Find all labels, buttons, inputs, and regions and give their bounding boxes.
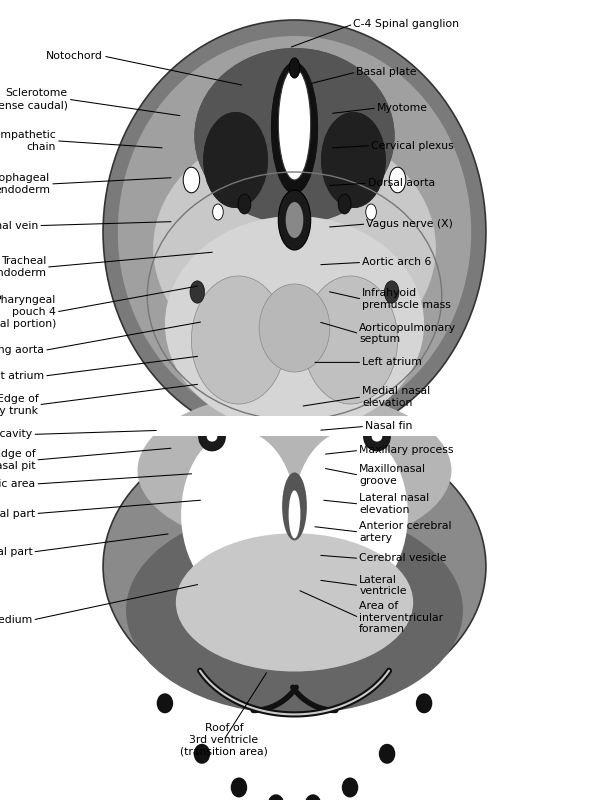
Ellipse shape	[289, 490, 300, 538]
Text: Medial nasal
elevation: Medial nasal elevation	[362, 386, 431, 408]
Text: Infrahyoid
premuscle mass: Infrahyoid premuscle mass	[362, 288, 451, 310]
Ellipse shape	[342, 778, 358, 798]
Ellipse shape	[389, 167, 406, 193]
Ellipse shape	[176, 534, 413, 671]
Ellipse shape	[303, 276, 398, 404]
Text: Maxillonasal
groove: Maxillonasal groove	[359, 464, 426, 486]
Ellipse shape	[213, 204, 223, 220]
Text: Sympathetic
chain: Sympathetic chain	[0, 130, 56, 152]
Ellipse shape	[231, 778, 247, 798]
Text: Nasal fin: Nasal fin	[365, 422, 412, 431]
Ellipse shape	[181, 430, 296, 598]
Text: Roof of
3rd ventricle
(transition area): Roof of 3rd ventricle (transition area)	[180, 723, 268, 757]
Text: Striatal part: Striatal part	[0, 509, 35, 518]
Ellipse shape	[321, 112, 386, 208]
Text: Myotome: Myotome	[377, 103, 428, 113]
Ellipse shape	[183, 167, 200, 193]
Ellipse shape	[293, 430, 408, 598]
Text: Suprastriatal part: Suprastriatal part	[0, 547, 32, 557]
Ellipse shape	[126, 506, 463, 714]
Ellipse shape	[271, 62, 318, 194]
Ellipse shape	[338, 194, 351, 214]
Text: Left atrium: Left atrium	[362, 358, 422, 367]
Ellipse shape	[194, 48, 395, 224]
Ellipse shape	[379, 744, 395, 764]
Text: C-4 Spinal ganglion: C-4 Spinal ganglion	[353, 19, 459, 29]
Ellipse shape	[259, 284, 330, 372]
Ellipse shape	[165, 216, 424, 432]
Ellipse shape	[153, 128, 436, 368]
Ellipse shape	[289, 58, 300, 78]
Text: Ascending aorta: Ascending aorta	[0, 346, 44, 355]
Text: Edge of
pulmonary trunk: Edge of pulmonary trunk	[0, 394, 38, 416]
Text: Dorsal aorta: Dorsal aorta	[368, 178, 435, 188]
Ellipse shape	[366, 204, 376, 220]
Ellipse shape	[238, 194, 251, 214]
Text: Basal plate: Basal plate	[356, 67, 417, 77]
Text: Notochord: Notochord	[46, 51, 103, 61]
Bar	[59, 416, 530, 436]
Text: Telencephalon medium: Telencephalon medium	[0, 615, 32, 625]
Ellipse shape	[268, 794, 284, 800]
Ellipse shape	[268, 478, 321, 590]
Ellipse shape	[157, 694, 173, 714]
Ellipse shape	[372, 432, 382, 442]
Text: Anterior cerebral
artery: Anterior cerebral artery	[359, 522, 452, 542]
Text: Tracheal
endoderm: Tracheal endoderm	[0, 256, 46, 278]
Ellipse shape	[286, 202, 303, 238]
Ellipse shape	[203, 112, 268, 208]
Text: Aorticopulmonary
septum: Aorticopulmonary septum	[359, 322, 456, 344]
Text: Maxillary process: Maxillary process	[359, 446, 454, 455]
Text: Cervical plexus: Cervical plexus	[371, 141, 454, 150]
Ellipse shape	[198, 422, 225, 451]
Ellipse shape	[191, 276, 286, 404]
Ellipse shape	[194, 744, 210, 764]
Text: Lateral nasal
elevation: Lateral nasal elevation	[359, 493, 429, 515]
Text: Edge of
nasal pit: Edge of nasal pit	[0, 450, 35, 470]
Ellipse shape	[103, 422, 486, 710]
Text: Esophageal
endoderm: Esophageal endoderm	[0, 174, 50, 194]
Ellipse shape	[279, 190, 311, 250]
Ellipse shape	[137, 391, 451, 550]
Ellipse shape	[203, 112, 268, 208]
Text: Area of
interventricular
foramen: Area of interventricular foramen	[359, 601, 444, 634]
Ellipse shape	[103, 20, 486, 444]
Text: Pharyngeal
pouch 4
(ventral portion): Pharyngeal pouch 4 (ventral portion)	[0, 295, 56, 329]
Text: Sclerotome
(dense caudal): Sclerotome (dense caudal)	[0, 89, 68, 110]
Ellipse shape	[416, 694, 432, 714]
Text: Precardinal vein: Precardinal vein	[0, 221, 38, 230]
Ellipse shape	[384, 281, 399, 303]
Text: Aortic arch 6: Aortic arch 6	[362, 258, 432, 267]
Text: Lateral
ventricle: Lateral ventricle	[359, 574, 407, 597]
Text: Preoptic area: Preoptic area	[0, 479, 35, 489]
Ellipse shape	[305, 794, 321, 800]
Text: Cerebral vesicle: Cerebral vesicle	[359, 554, 447, 563]
Ellipse shape	[118, 36, 471, 428]
Ellipse shape	[194, 48, 395, 224]
Ellipse shape	[282, 72, 307, 176]
Ellipse shape	[282, 472, 307, 541]
Text: Vagus nerve (X): Vagus nerve (X)	[366, 219, 453, 229]
Ellipse shape	[190, 281, 205, 303]
Ellipse shape	[321, 112, 386, 208]
Ellipse shape	[279, 68, 311, 180]
Ellipse shape	[207, 432, 217, 442]
Text: Right atrium: Right atrium	[0, 371, 44, 381]
Text: Pericardial cavity: Pericardial cavity	[0, 430, 32, 439]
Ellipse shape	[363, 422, 390, 451]
